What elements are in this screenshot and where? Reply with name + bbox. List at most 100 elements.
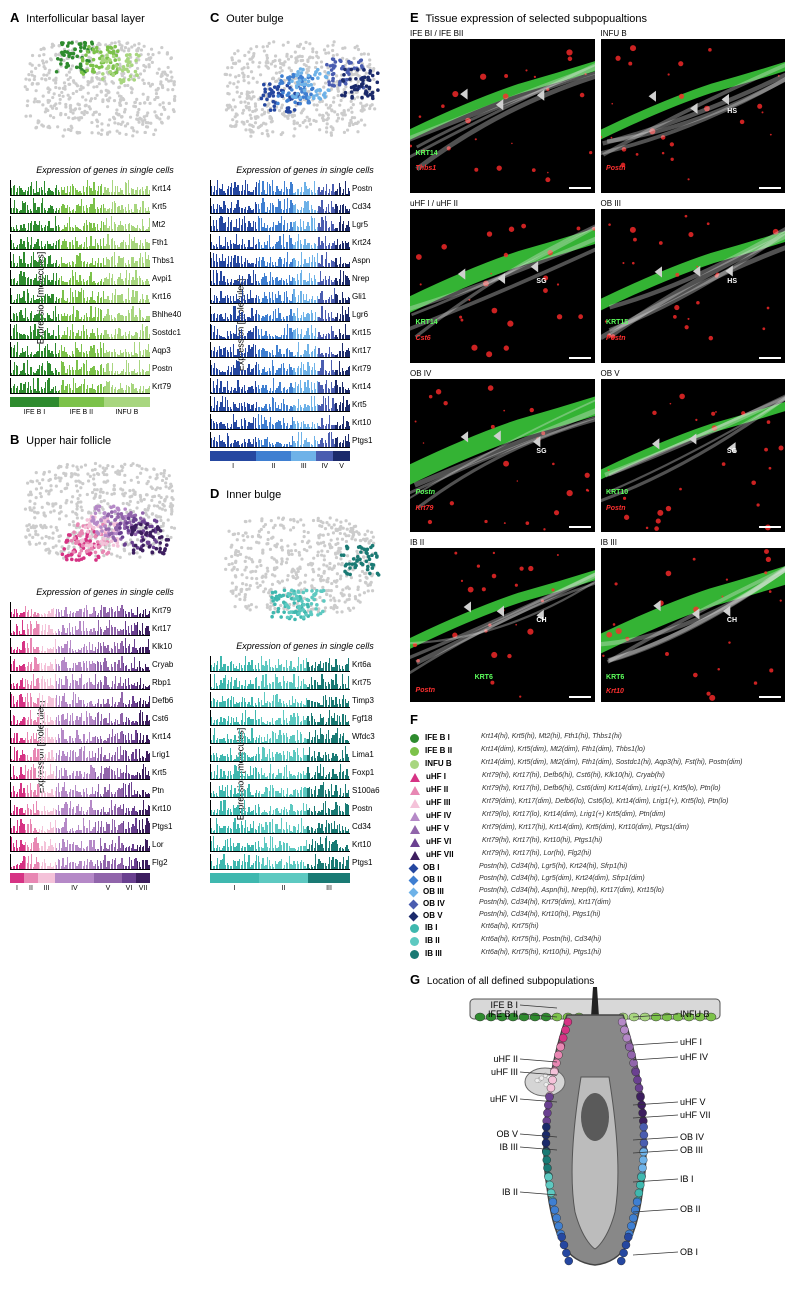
gene-label: Wfdc3	[352, 732, 390, 741]
legend-symbol	[410, 812, 420, 821]
gene-track: 200Krt14	[10, 727, 190, 745]
tissue-label: CH	[536, 617, 546, 624]
gene-label: Postn	[152, 364, 190, 373]
gene-label: Timp3	[352, 696, 390, 705]
gene-label: Lgr5	[352, 220, 390, 229]
gene-label: Thbs1	[152, 256, 190, 265]
gene-track: 100Cd34	[210, 197, 390, 215]
microscopy-title: OB V	[601, 369, 786, 378]
gene-track: 800Krt14	[10, 179, 190, 197]
gene-label: Sostdc1	[152, 328, 190, 337]
legend-name: IB I	[425, 923, 475, 932]
group-colorbar	[210, 451, 350, 461]
gene-label: Krt75	[352, 678, 390, 687]
group-labels: IFE B IIFE B IIINFU B	[10, 409, 150, 416]
legend-symbol	[410, 786, 420, 795]
legend-name: IFE B II	[425, 746, 475, 755]
legend-desc: Postn(hi), Cd34(hi), Krt10(hi), Ptgs1(hi…	[479, 911, 600, 919]
tissue-label: SG	[536, 448, 546, 455]
panel-a-scatter	[10, 29, 190, 159]
gene-label: Krt24	[352, 238, 390, 247]
gene-label: Aspn	[352, 256, 390, 265]
marker-label: Cst6	[416, 335, 431, 342]
legend-name: INFU B	[425, 759, 475, 768]
legend-desc: Krt79(hi), Krt17(hi), Krt10(hi), Ptgs1(h…	[482, 837, 602, 845]
panel-a-subtitle: Expression of genes in single cells	[10, 165, 200, 175]
gene-label: Krt17	[152, 624, 190, 633]
gene-label: Krt17	[352, 346, 390, 355]
gene-track: 800Flg2	[10, 853, 190, 871]
legend-symbol	[410, 937, 419, 946]
svg-text:uHF VII: uHF VII	[680, 1110, 711, 1120]
gene-label: Fgf18	[352, 714, 390, 723]
svg-text:OB II: OB II	[680, 1204, 701, 1214]
legend-row: uHF VIIKrt79(hi), Krt17(hi), Lor(hi), Fl…	[410, 850, 785, 860]
gene-track: 2500Krt17	[10, 619, 190, 637]
svg-text:uHF IV: uHF IV	[680, 1052, 708, 1062]
legend-row: IFE B I Krt14(hi), Krt5(hi), Mt2(hi), Fth…	[410, 733, 785, 743]
marker-label: Postn	[606, 165, 625, 172]
gene-track: 20Krt79	[10, 377, 190, 395]
svg-text:IB III: IB III	[499, 1142, 518, 1152]
legend-row: uHF VIKrt79(hi), Krt17(hi), Krt10(hi), P…	[410, 837, 785, 847]
legend-desc: Krt14(hi), Krt5(hi), Mt2(hi), Fth1(hi), …	[481, 733, 622, 741]
legend-symbol	[410, 825, 420, 834]
gene-label: Bhlhe40	[152, 310, 190, 319]
gene-track: 60Mt2	[10, 215, 190, 233]
gene-label: Cryab	[152, 660, 190, 669]
panel-d-subtitle: Expression of genes in single cells	[210, 641, 400, 651]
legend-row: OB IPostn(hi), Cd34(hi), Lgr5(hi), Krt24…	[410, 863, 785, 872]
gene-track: 10Lgr6	[210, 305, 390, 323]
panel-f: F IFE B I Krt14(hi), Krt5(hi), Mt2(hi), F…	[410, 712, 785, 962]
panel-c-subtitle: Expression of genes in single cells	[210, 165, 400, 175]
gene-label: Mt2	[152, 220, 190, 229]
gene-label: Krt5	[352, 400, 390, 409]
svg-text:uHF III: uHF III	[491, 1067, 518, 1077]
gene-label: Aqp3	[152, 346, 190, 355]
legend-name: OB I	[423, 863, 473, 872]
marker-label: KRT14	[416, 319, 438, 326]
legend-symbol	[410, 734, 419, 743]
gene-track: 100Cst6	[10, 709, 190, 727]
gene-label: Lgr6	[352, 310, 390, 319]
legend-row: IB IIIKrt6a(hi), Krt75(hi), Krt10(hi), P…	[410, 949, 785, 959]
marker-label: Postn	[606, 505, 625, 512]
svg-text:IB II: IB II	[502, 1187, 518, 1197]
panel-b-title: Upper hair follicle	[26, 435, 111, 447]
legend-name: IFE B I	[425, 733, 475, 742]
legend-symbol	[409, 864, 419, 874]
marker-label: KRT6	[606, 674, 624, 681]
gene-label: Rbp1	[152, 678, 190, 687]
panel-b-subtitle: Expression of genes in single cells	[10, 587, 200, 597]
gene-track: 20Cryab	[10, 655, 190, 673]
gene-track: 100Fth1	[10, 233, 190, 251]
gene-label: Defb6	[152, 696, 190, 705]
microscopy-image: KRT15PostnHS	[601, 209, 786, 363]
panel-c-label: C	[210, 10, 219, 25]
panel-f-label: F	[410, 712, 418, 727]
gene-track: 400Krt5	[10, 763, 190, 781]
legend-row: uHF IKrt79(hi), Krt17(hi), Defb6(hi), Cs…	[410, 772, 785, 782]
gene-track: 30Aspn	[210, 251, 390, 269]
gene-track: 400Krt14	[210, 377, 390, 395]
gene-track: 30Nrep	[210, 269, 390, 287]
microscopy-image: PostnHS	[601, 39, 786, 193]
svg-text:uHF I: uHF I	[680, 1037, 702, 1047]
legend-desc: Postn(hi), Cd34(hi), Krt79(dim), Krt17(d…	[479, 899, 611, 907]
gene-label: Krt5	[152, 768, 190, 777]
gene-track: 50Wfdc3	[210, 727, 390, 745]
svg-text:IB I: IB I	[680, 1174, 694, 1184]
panel-c: C Outer bulge Expression of genes in sin…	[210, 10, 400, 470]
panel-g-title: Location of all defined subpopulations	[427, 976, 594, 987]
gene-label: Fth1	[152, 238, 190, 247]
legend-row: OB IIPostn(hi), Cd34(hi), Lgr5(dim), Krt…	[410, 875, 785, 884]
microscopy-panel: IFE BI / IFE BIIKRT14Thbs1	[410, 29, 595, 193]
legend-symbol	[409, 888, 419, 898]
gene-label: Krt6a	[352, 660, 390, 669]
gene-track: 3000Krt10	[210, 413, 390, 431]
microscopy-panel: INFU BPostnHS	[601, 29, 786, 193]
panel-d-scatter	[210, 505, 390, 635]
svg-text:uHF V: uHF V	[680, 1097, 706, 1107]
microscopy-panel: OB IVPostnKrt79SG	[410, 369, 595, 533]
gene-label: Krt79	[352, 364, 390, 373]
